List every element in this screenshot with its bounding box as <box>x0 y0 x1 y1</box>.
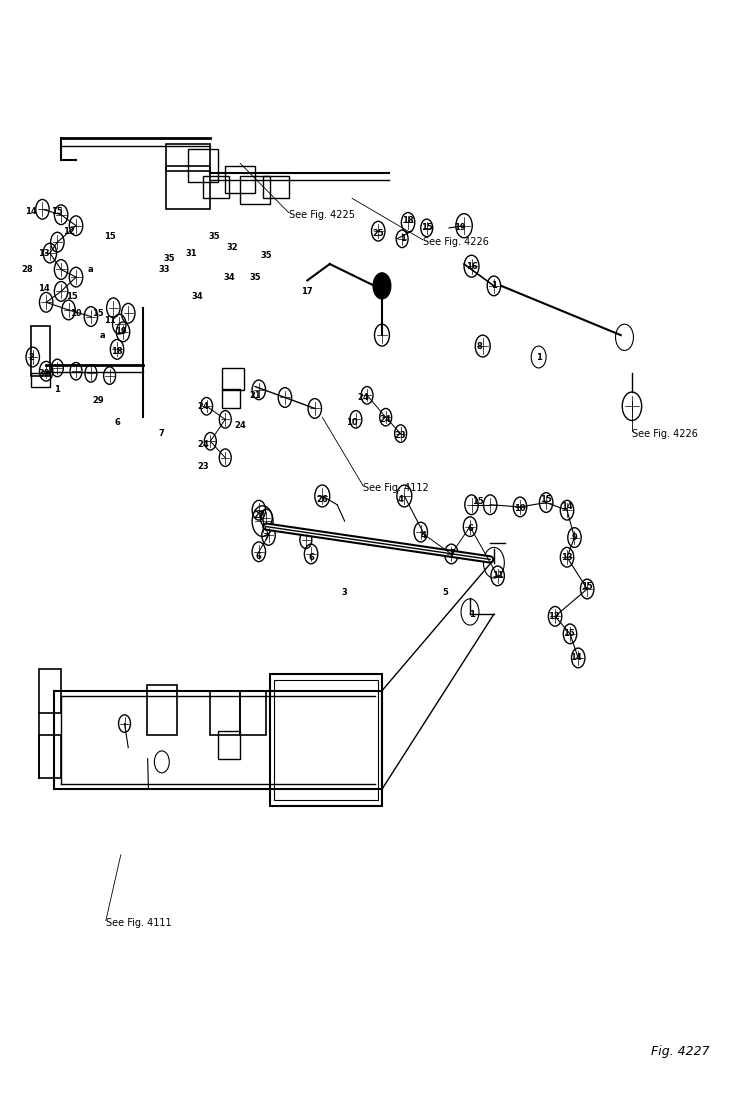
Bar <box>39 735 61 778</box>
Text: 15: 15 <box>52 207 63 216</box>
Text: 8: 8 <box>476 341 482 351</box>
Text: 23: 23 <box>395 431 407 440</box>
Text: 10: 10 <box>70 308 82 318</box>
Bar <box>166 144 210 171</box>
Text: 13: 13 <box>561 553 573 562</box>
Text: 11: 11 <box>492 572 503 580</box>
Text: 15: 15 <box>581 583 593 591</box>
Text: 10: 10 <box>515 504 526 512</box>
Text: 2: 2 <box>28 352 34 362</box>
Text: 6: 6 <box>308 553 314 562</box>
Bar <box>218 732 240 759</box>
Text: 25: 25 <box>372 229 384 238</box>
Text: See Fig. 4226: See Fig. 4226 <box>423 237 489 247</box>
Text: 23: 23 <box>197 462 209 471</box>
Text: 15: 15 <box>103 233 115 241</box>
Text: See Fig. 4225: See Fig. 4225 <box>288 210 355 219</box>
Bar <box>274 680 378 800</box>
Text: a: a <box>88 265 94 274</box>
Bar <box>222 388 240 408</box>
Text: 18: 18 <box>402 216 414 225</box>
Text: See Fig. 4112: See Fig. 4112 <box>363 484 429 494</box>
Text: 35: 35 <box>249 273 261 282</box>
Text: 31: 31 <box>186 249 198 258</box>
Text: 14: 14 <box>25 207 37 216</box>
Text: 10: 10 <box>346 418 358 427</box>
Text: 19: 19 <box>455 224 466 233</box>
Text: 15: 15 <box>93 308 104 318</box>
Text: 7: 7 <box>264 533 269 542</box>
Text: 12: 12 <box>548 612 560 621</box>
Text: 27: 27 <box>253 511 264 520</box>
Text: 14: 14 <box>561 502 573 511</box>
Text: 14: 14 <box>38 284 49 293</box>
Bar <box>240 691 267 735</box>
Text: 3: 3 <box>342 588 348 597</box>
Text: 4: 4 <box>398 495 404 504</box>
Text: 29: 29 <box>93 396 104 405</box>
Text: a: a <box>100 330 105 340</box>
Text: 6: 6 <box>256 552 261 561</box>
Bar <box>263 177 288 199</box>
Bar <box>210 691 240 735</box>
Bar <box>203 177 229 199</box>
Text: 7: 7 <box>159 429 165 438</box>
Text: 34: 34 <box>191 292 203 302</box>
Text: 35: 35 <box>261 251 272 260</box>
Text: 15: 15 <box>472 497 483 506</box>
Text: 32: 32 <box>227 244 238 252</box>
Text: 7: 7 <box>450 550 455 558</box>
Text: 14: 14 <box>570 654 582 663</box>
Text: 1: 1 <box>491 282 497 291</box>
Bar <box>270 675 382 805</box>
Text: 26: 26 <box>316 495 328 504</box>
Text: 28: 28 <box>22 265 33 274</box>
Text: 12: 12 <box>63 227 74 236</box>
Text: 21: 21 <box>249 391 261 399</box>
Bar <box>222 367 244 389</box>
Text: 33: 33 <box>158 265 170 274</box>
Text: 1: 1 <box>55 385 60 394</box>
Bar <box>240 177 270 204</box>
Text: 15: 15 <box>562 630 574 638</box>
Bar <box>225 166 255 193</box>
Text: 24: 24 <box>234 421 246 430</box>
Text: 4: 4 <box>420 531 426 540</box>
Text: 16: 16 <box>466 262 477 271</box>
Text: 35: 35 <box>163 255 175 263</box>
Text: 6: 6 <box>467 524 473 533</box>
Text: 15: 15 <box>540 495 552 504</box>
Text: 19: 19 <box>115 327 127 337</box>
Bar <box>166 166 210 210</box>
Text: 24: 24 <box>197 402 209 410</box>
Text: 15: 15 <box>67 292 78 302</box>
Text: 6: 6 <box>114 418 120 427</box>
Text: 24: 24 <box>357 393 369 402</box>
Text: 17: 17 <box>302 286 313 296</box>
Text: 15: 15 <box>421 224 433 233</box>
Circle shape <box>373 273 391 299</box>
Text: 13: 13 <box>38 249 49 258</box>
Text: 1: 1 <box>536 352 542 362</box>
Text: 35: 35 <box>208 233 220 241</box>
Text: 24: 24 <box>380 415 392 423</box>
Text: 9: 9 <box>571 533 577 542</box>
Text: See Fig. 4111: See Fig. 4111 <box>106 918 172 928</box>
Text: 18: 18 <box>112 347 123 357</box>
Text: 30: 30 <box>38 369 49 378</box>
Bar <box>147 686 177 735</box>
Text: 1: 1 <box>469 610 474 619</box>
Bar <box>31 327 50 375</box>
Text: See Fig. 4226: See Fig. 4226 <box>632 429 698 439</box>
Text: 11: 11 <box>103 316 115 326</box>
Text: 1: 1 <box>400 235 406 244</box>
Text: 34: 34 <box>223 273 234 282</box>
Text: Fig. 4227: Fig. 4227 <box>651 1045 709 1059</box>
Bar <box>39 669 61 713</box>
Bar <box>188 149 218 182</box>
Text: 5: 5 <box>443 588 449 597</box>
Text: 24: 24 <box>197 440 209 449</box>
Bar <box>31 373 50 386</box>
